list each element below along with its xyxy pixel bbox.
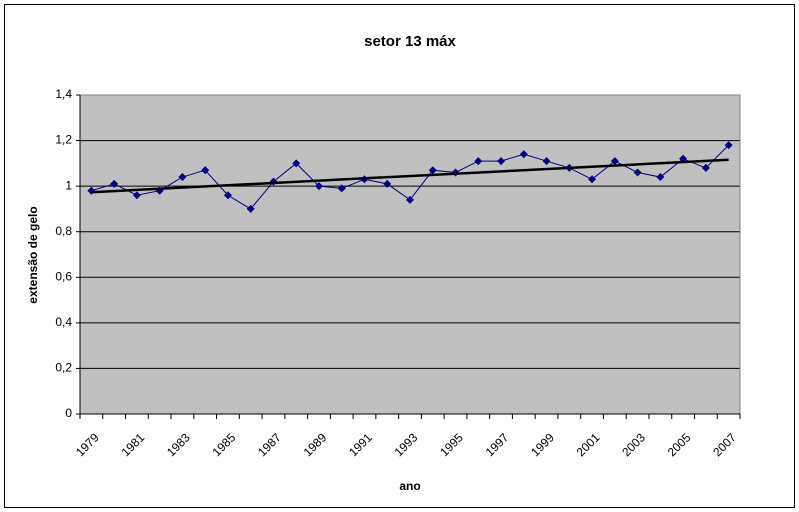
data-point	[132, 191, 141, 200]
y-tick-label: 1,2	[55, 133, 72, 147]
y-tick-label: 0,4	[55, 315, 72, 329]
data-point	[223, 191, 232, 200]
data-point	[610, 157, 619, 166]
y-tick-label: 0	[65, 406, 72, 420]
y-tick-label: 0,8	[55, 224, 72, 238]
data-point	[701, 163, 710, 172]
y-tick-label: 1	[65, 178, 72, 192]
data-point	[292, 159, 301, 168]
chart-title: setor 13 máx	[364, 33, 456, 50]
data-point	[201, 166, 210, 175]
data-point	[337, 184, 346, 193]
data-point	[406, 195, 414, 204]
data-point	[314, 182, 323, 191]
data-point	[497, 157, 506, 166]
data-point	[542, 157, 551, 166]
x-axis-title: ano	[399, 479, 420, 493]
data-point	[588, 175, 597, 184]
data-point	[383, 179, 392, 188]
y-tick-label: 0,6	[55, 269, 72, 283]
plot-area	[80, 95, 740, 414]
data-point	[246, 204, 255, 213]
y-tick-label: 1,4	[55, 87, 72, 101]
y-tick-label: 0,2	[55, 361, 72, 375]
data-point	[428, 166, 437, 175]
data-point	[656, 173, 665, 182]
data-point	[724, 141, 733, 150]
data-point	[519, 150, 528, 159]
data-point	[633, 168, 642, 177]
trendline	[91, 158, 729, 194]
data-point	[110, 179, 119, 188]
data-point	[178, 173, 187, 182]
y-axis-title: extensão de gelo	[26, 206, 40, 303]
data-point	[474, 157, 483, 166]
